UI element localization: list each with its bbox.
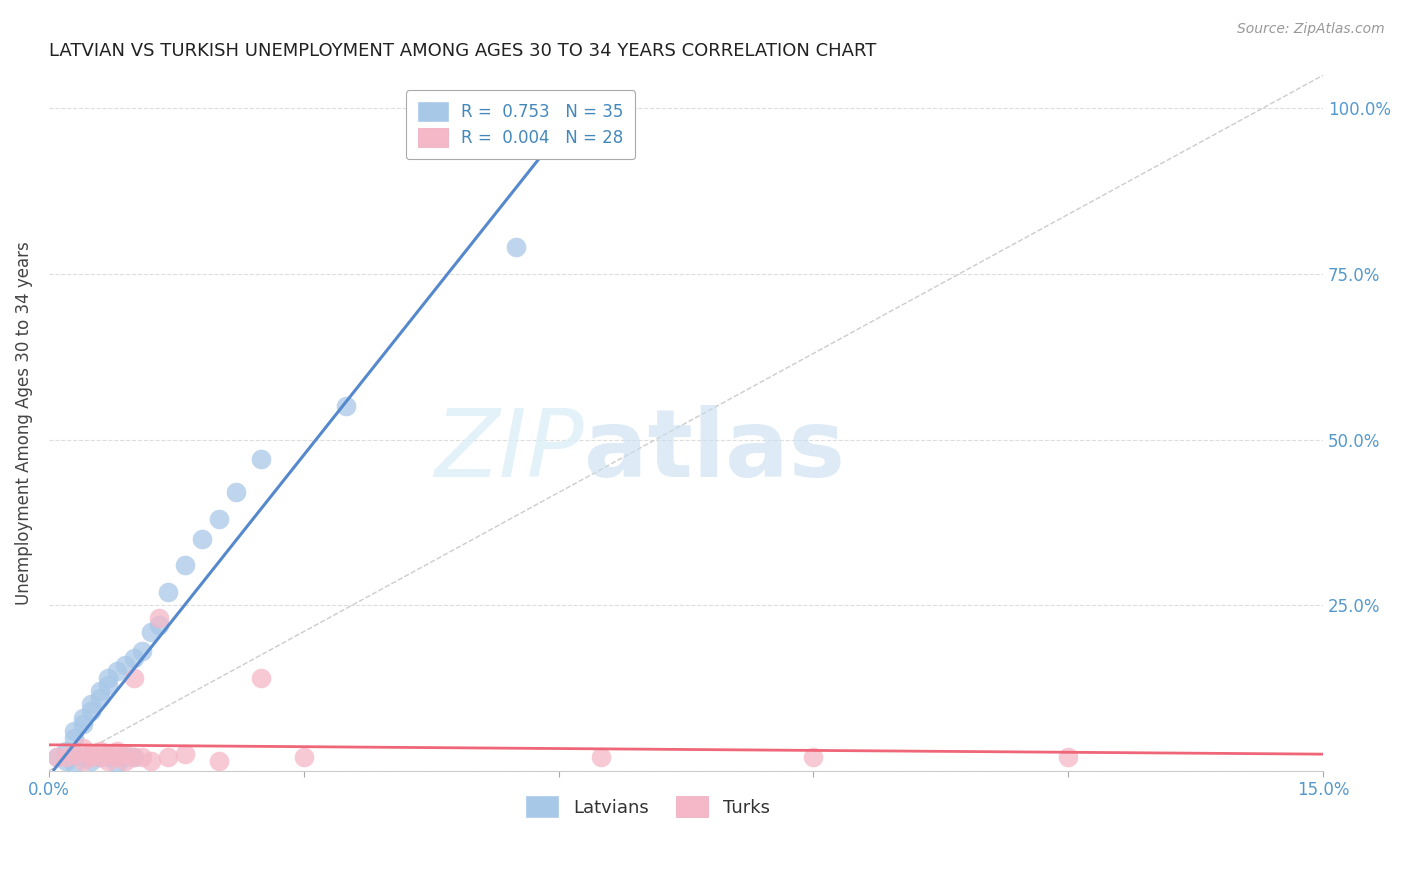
Point [55, 744, 77, 758]
Point [63, 747, 86, 761]
Legend: Latvians, Turks: Latvians, Turks [519, 789, 778, 824]
Y-axis label: Unemployment Among Ages 30 to 34 years: Unemployment Among Ages 30 to 34 years [15, 241, 32, 605]
Point [63, 757, 86, 772]
Point [72, 750, 94, 764]
Point [114, 747, 136, 761]
Point [55, 754, 77, 768]
Point [63, 731, 86, 745]
Point [80, 704, 103, 718]
Point [250, 452, 273, 467]
Point [72, 740, 94, 755]
Point [97, 747, 120, 761]
Point [105, 744, 128, 758]
Point [89, 684, 111, 698]
Point [191, 532, 214, 546]
Point [803, 750, 825, 764]
Point [173, 558, 195, 573]
Point [148, 611, 170, 625]
Point [225, 485, 247, 500]
Point [105, 665, 128, 679]
Point [114, 750, 136, 764]
Point [148, 618, 170, 632]
Point [139, 754, 162, 768]
Point [97, 754, 120, 768]
Point [122, 671, 145, 685]
Point [208, 754, 231, 768]
Point [80, 747, 103, 761]
Point [156, 750, 179, 764]
Point [505, 240, 527, 254]
Point [122, 750, 145, 764]
Point [72, 711, 94, 725]
Point [89, 690, 111, 705]
Point [131, 644, 153, 658]
Point [105, 757, 128, 772]
Point [105, 750, 128, 764]
Point [335, 400, 357, 414]
Point [89, 750, 111, 764]
Point [173, 747, 195, 761]
Point [80, 750, 103, 764]
Point [122, 651, 145, 665]
Point [72, 717, 94, 731]
Point [46, 750, 69, 764]
Point [591, 750, 613, 764]
Point [114, 657, 136, 672]
Text: Source: ZipAtlas.com: Source: ZipAtlas.com [1237, 22, 1385, 37]
Point [139, 624, 162, 639]
Point [63, 723, 86, 738]
Point [89, 750, 111, 764]
Point [97, 750, 120, 764]
Point [131, 750, 153, 764]
Point [55, 750, 77, 764]
Point [250, 671, 273, 685]
Point [89, 744, 111, 758]
Point [80, 754, 103, 768]
Point [72, 754, 94, 768]
Point [292, 750, 315, 764]
Point [122, 750, 145, 764]
Point [46, 750, 69, 764]
Point [97, 671, 120, 685]
Point [97, 677, 120, 691]
Point [1057, 750, 1080, 764]
Point [80, 698, 103, 712]
Point [208, 512, 231, 526]
Point [114, 754, 136, 768]
Point [156, 585, 179, 599]
Text: atlas: atlas [583, 405, 845, 497]
Text: ZIP: ZIP [434, 405, 583, 496]
Text: LATVIAN VS TURKISH UNEMPLOYMENT AMONG AGES 30 TO 34 YEARS CORRELATION CHART: LATVIAN VS TURKISH UNEMPLOYMENT AMONG AG… [49, 42, 876, 60]
